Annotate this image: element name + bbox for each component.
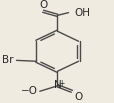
Text: +: + — [57, 79, 64, 88]
Text: O: O — [39, 0, 47, 10]
Text: OH: OH — [74, 8, 90, 18]
Text: N: N — [53, 80, 61, 90]
Text: O: O — [73, 92, 82, 102]
Text: Br: Br — [2, 55, 13, 65]
Text: −O: −O — [20, 86, 37, 96]
